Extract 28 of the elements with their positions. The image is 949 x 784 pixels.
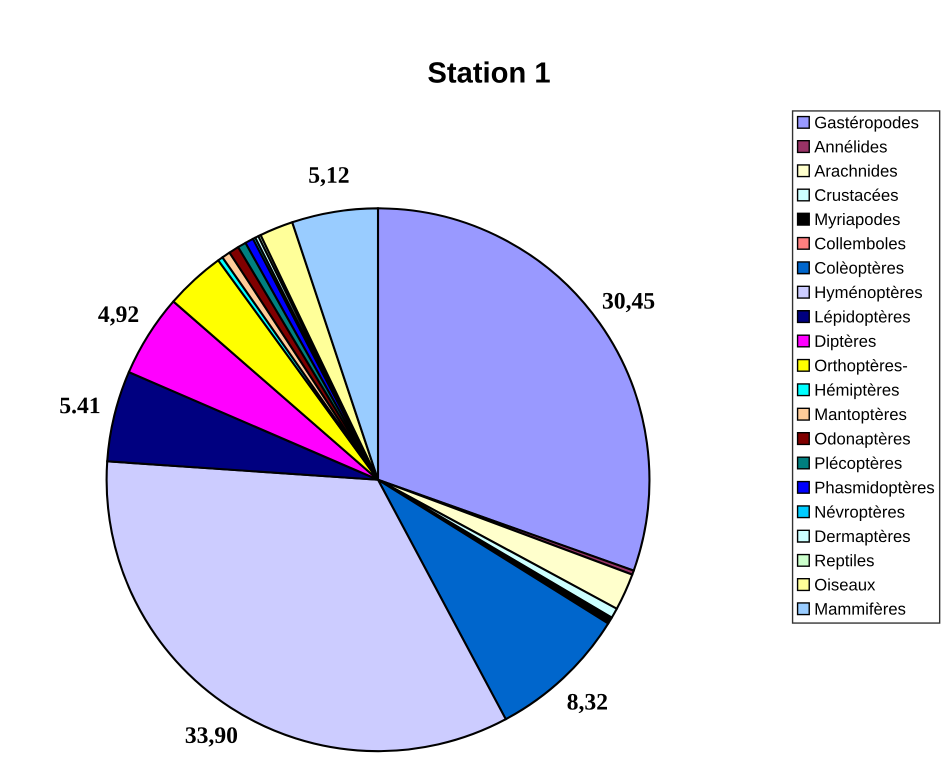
legend-label: Névroptères — [816, 505, 904, 522]
data-label: 5,12 — [309, 167, 349, 186]
data-label: 5.41 — [60, 398, 100, 414]
legend-label: Gastéropodes — [815, 116, 918, 132]
legend-label: Dermaptères — [816, 530, 910, 546]
data-label: 30,45 — [602, 292, 654, 312]
legend-label: Arachnides — [814, 164, 898, 177]
legend-label: Collemboles — [815, 237, 906, 250]
legend-label: Oiseaux — [815, 578, 876, 591]
legend-label: Myriapodes — [816, 212, 900, 228]
legend-label: Orthoptères- — [815, 358, 908, 375]
legend-label: Reptiles — [816, 554, 874, 570]
chart-title: Station 1 — [428, 61, 550, 83]
data-label: 8,32 — [567, 694, 608, 714]
legend-label: Crustacées — [815, 188, 898, 201]
legend-label: Mammifères — [816, 602, 906, 615]
legend-label: Hémiptères — [816, 383, 899, 400]
legend-label: Phasmidoptères — [816, 480, 934, 497]
legend-label: Hyménoptères — [816, 286, 922, 302]
legend-label: Lépidoptères — [816, 310, 910, 326]
legend-label: Diptères — [816, 334, 876, 350]
legend-label: Plécoptères — [816, 456, 902, 472]
data-label: 4,92 — [98, 306, 138, 326]
data-label: 33,90 — [186, 727, 238, 747]
legend-label: Annélides — [814, 140, 887, 153]
legend-label: Colèoptères — [815, 261, 904, 278]
legend-label: Odonaptères — [815, 432, 910, 448]
legend-label: Mantoptères — [816, 408, 906, 424]
